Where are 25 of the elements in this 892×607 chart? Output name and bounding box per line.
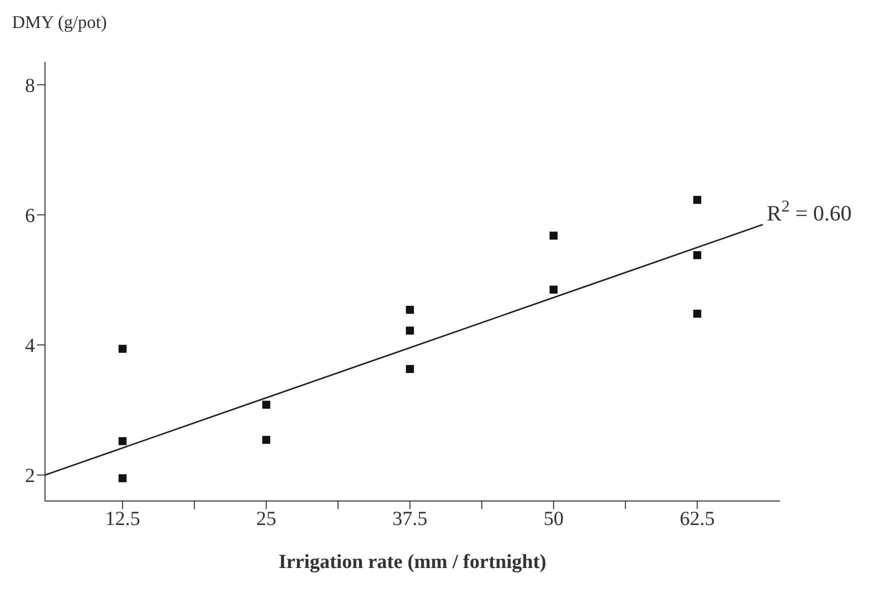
x-tick-label: 62.5: [680, 508, 715, 530]
point: [693, 310, 702, 318]
x-tick-label: 50: [544, 508, 564, 530]
y-axis-title: DMY (g/pot): [12, 12, 107, 33]
y-tick-label: 2: [25, 465, 35, 488]
x-tick-label: 12.5: [105, 508, 140, 530]
x-tick-label: 37.5: [392, 508, 428, 530]
point: [262, 400, 270, 409]
x-tick-label: 25: [256, 508, 276, 530]
point: [406, 326, 414, 335]
point: [262, 436, 270, 444]
point: [118, 474, 127, 482]
annotation: R$^{2}$ = 0.60: [766, 196, 852, 226]
point: [406, 364, 414, 373]
y-tick-label: 8: [25, 74, 35, 97]
point: [550, 232, 558, 240]
point: [693, 196, 702, 204]
y-tick-label: 4: [25, 335, 35, 358]
point: [118, 344, 127, 353]
point: [550, 286, 558, 294]
point: [406, 306, 414, 314]
y-tick-label: 6: [25, 204, 35, 227]
point: [118, 437, 127, 446]
point: [693, 251, 702, 260]
x-axis-title: Irrigation rate (mm / fortnight): [278, 551, 546, 573]
